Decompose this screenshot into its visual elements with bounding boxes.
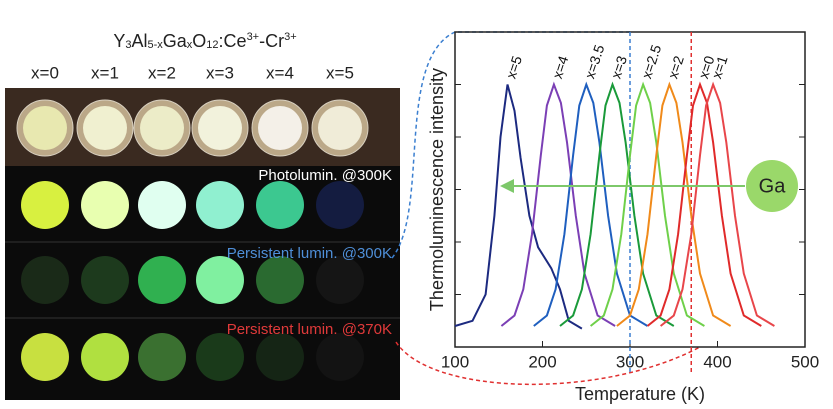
- sample: [81, 256, 129, 304]
- row-label: Persistent lumin. @370K: [227, 321, 392, 338]
- column-label: x=1: [91, 63, 119, 82]
- sample: [138, 181, 186, 229]
- x-tick-label: 200: [528, 352, 556, 371]
- formula-part: O: [192, 31, 206, 51]
- formula-part: 3+: [247, 31, 260, 43]
- figure: Y3Al5-xGaxO12:Ce3+-Cr3+ x=0 x=1 x=2 x=3 x=4 x…: [0, 0, 833, 409]
- sample: [81, 181, 129, 229]
- formula-part: Al: [131, 31, 147, 51]
- sample: [138, 256, 186, 304]
- row-label: Photolumin. @300K: [258, 167, 392, 184]
- formula-part: Ga: [163, 31, 188, 51]
- sample: [198, 106, 242, 150]
- formula-part: 12: [206, 39, 218, 51]
- formula-part: -Cr: [259, 31, 284, 51]
- y-axis-label: Thermoluminescence intensity: [427, 68, 447, 311]
- column-label: x=0: [31, 63, 59, 82]
- formula-part: Y: [113, 31, 125, 51]
- sample: [318, 106, 362, 150]
- sample: [316, 333, 364, 381]
- formula: Y3Al5-xGaxO12:Ce3+-Cr3+: [113, 31, 296, 51]
- sample: [21, 333, 69, 381]
- x-tick-label: 500: [791, 352, 819, 371]
- column-label: x=3: [206, 63, 234, 82]
- formula-part: :Ce: [219, 31, 247, 51]
- row-label: Persistent lumin. @300K: [227, 245, 392, 262]
- peak-label: x=3: [608, 54, 630, 81]
- ga-label: Ga: [759, 175, 787, 197]
- peak-label: x=3.5: [581, 42, 607, 80]
- sample: [316, 181, 364, 229]
- sample: [21, 256, 69, 304]
- column-label: x=2: [148, 63, 176, 82]
- x-tick-label: 400: [703, 352, 731, 371]
- sample: [83, 106, 127, 150]
- peak-label: x=2: [665, 54, 687, 81]
- peak-label: x=4: [549, 54, 571, 81]
- sample: [196, 181, 244, 229]
- sample: [21, 181, 69, 229]
- x-tick-label: 100: [441, 352, 469, 371]
- sample: [256, 256, 304, 304]
- sample: [81, 333, 129, 381]
- sample: [196, 256, 244, 304]
- column-label: x=4: [266, 63, 294, 82]
- formula-part: 5-x: [147, 39, 163, 51]
- sample: [138, 333, 186, 381]
- sample: [196, 333, 244, 381]
- sample: [258, 106, 302, 150]
- peak-label: x=2.5: [638, 42, 664, 80]
- column-label: x=5: [326, 63, 354, 82]
- formula-part: 3+: [284, 31, 297, 43]
- ga-arrowhead: [500, 179, 514, 193]
- sample: [256, 181, 304, 229]
- curve: [534, 85, 648, 327]
- x-axis-label: Temperature (K): [575, 384, 705, 404]
- sample: [256, 333, 304, 381]
- curve: [501, 85, 615, 327]
- sample: [140, 106, 184, 150]
- sample: [316, 256, 364, 304]
- peak-label: x=5: [503, 54, 525, 81]
- sample: [23, 106, 67, 150]
